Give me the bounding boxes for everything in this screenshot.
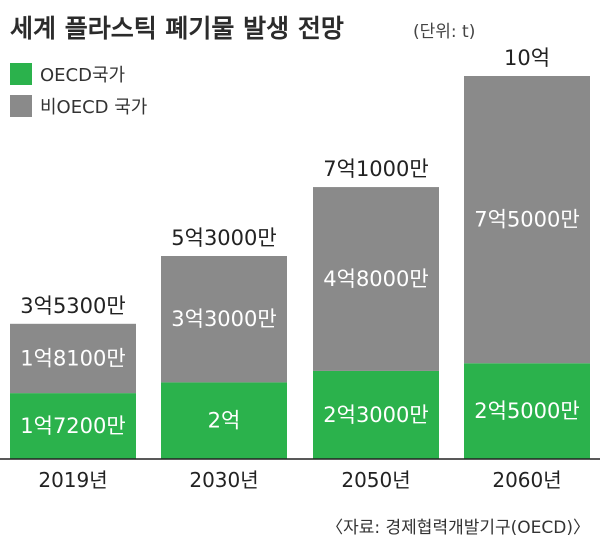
bar-non-oecd: [464, 76, 590, 364]
source-note: 〈자료: 경제협력개발기구(OECD)〉: [326, 518, 590, 538]
total-value-label: 10억: [504, 46, 550, 70]
segment-value-label: 2억3000만: [323, 403, 428, 427]
bar-non-oecd: [313, 187, 439, 371]
bar-oecd: [161, 382, 287, 459]
segment-value-label: 2억: [208, 409, 241, 433]
category-label: 2019년: [38, 468, 107, 492]
bar-oecd: [464, 363, 590, 459]
segment-value-label: 7억5000만: [474, 208, 579, 232]
chart-title: 세계 플라스틱 폐기물 발생 전망: [10, 14, 344, 43]
segment-value-label: 3억3000만: [171, 307, 276, 331]
bar-oecd: [313, 370, 439, 459]
total-value-label: 3억5300만: [20, 294, 125, 318]
legend-label-non-oecd: 비OECD 국가: [40, 97, 147, 118]
category-label: 2030년: [189, 468, 258, 492]
bar-non-oecd: [10, 323, 136, 394]
segment-value-label: 1억8100만: [20, 346, 125, 370]
total-value-label: 7억1000만: [323, 157, 428, 181]
legend-swatch-non-oecd: [10, 95, 32, 117]
bar-oecd: [10, 393, 136, 459]
segment-value-label: 2억5000만: [474, 399, 579, 423]
bar-non-oecd: [161, 256, 287, 383]
bar-group: 1억7200만 1억8100만 3억5300만 2019년 2억 3억3000만 5억300…: [10, 46, 590, 492]
total-value-label: 5억3000만: [171, 226, 276, 250]
legend-swatch-oecd: [10, 63, 32, 85]
unit-note: (단위: t): [413, 22, 475, 42]
category-label: 2050년: [341, 468, 410, 492]
segment-value-label: 4억8000만: [323, 267, 428, 291]
category-label: 2060년: [492, 468, 561, 492]
segment-value-label: 1억7200만: [20, 414, 125, 438]
legend-label-oecd: OECD국가: [40, 65, 125, 86]
